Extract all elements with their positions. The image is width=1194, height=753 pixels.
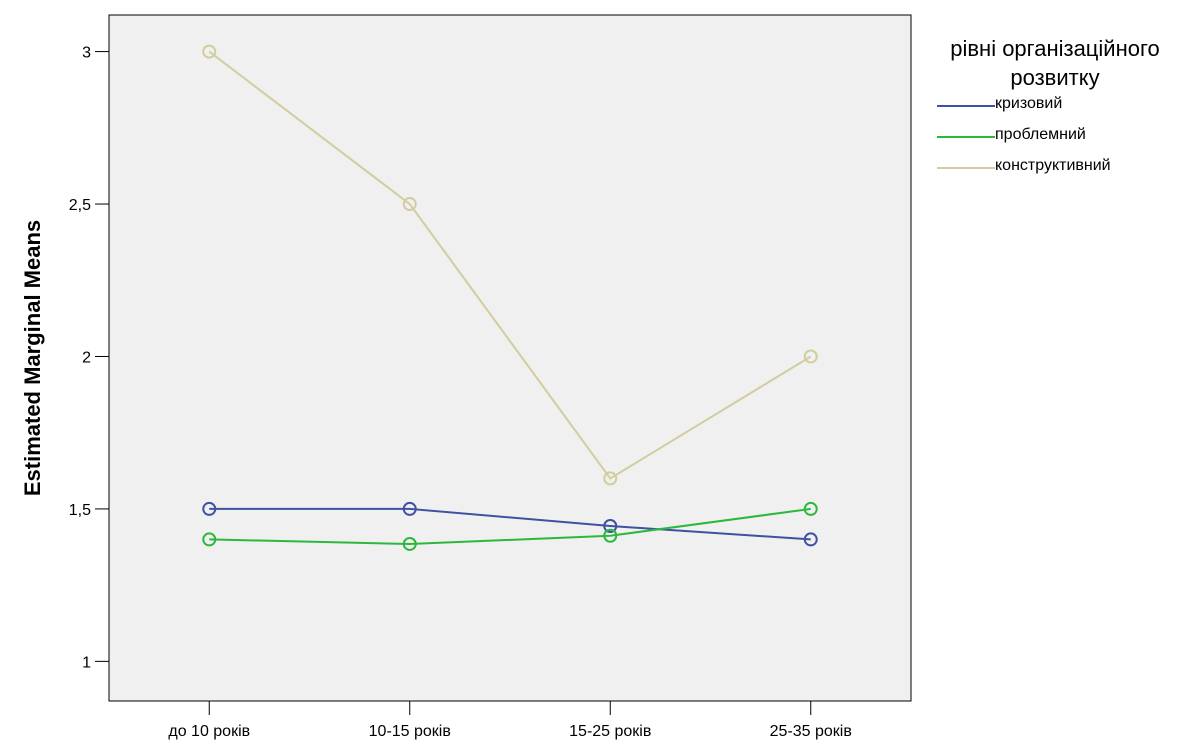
series-layer xyxy=(202,44,818,551)
x-axis: до 10 років 10-15 років 15-25 років 25-35 р… xyxy=(168,701,852,740)
series-3 xyxy=(202,44,818,486)
legend-label: кризовий xyxy=(995,95,1063,112)
data-point xyxy=(603,518,618,533)
legend: рівні організаційного розвитку кризовий п… xyxy=(920,34,1190,185)
data-point xyxy=(402,536,417,551)
data-point xyxy=(402,501,417,516)
y-axis: 1 1,5 2 2,5 3 xyxy=(69,45,109,671)
legend-item: конструктивний xyxy=(937,154,1190,185)
legend-title: рівні організаційного розвитку xyxy=(950,36,1160,90)
plot-area xyxy=(108,14,912,702)
data-point xyxy=(202,532,217,547)
series-2 xyxy=(202,501,818,551)
x-tick-label: до 10 років xyxy=(168,723,250,740)
legend-label: конструктивний xyxy=(995,157,1111,174)
legend-swatch xyxy=(937,167,995,169)
legend-item: проблемний xyxy=(937,123,1190,154)
legend-swatch xyxy=(937,105,995,107)
data-point xyxy=(803,501,818,516)
series-1 xyxy=(202,501,818,547)
x-tick-label: 10-15 років xyxy=(369,723,451,740)
legend-label: проблемний xyxy=(995,126,1086,143)
y-tick-label: 3 xyxy=(82,45,91,62)
data-point xyxy=(202,44,217,59)
data-point xyxy=(402,197,417,212)
data-point xyxy=(202,501,217,516)
series-line xyxy=(209,507,811,545)
series-line xyxy=(208,50,812,480)
y-axis-label: Estimated Marginal Means xyxy=(20,220,45,496)
data-point xyxy=(803,532,818,547)
y-tick-label: 2 xyxy=(82,349,91,366)
y-tick-label: 2,5 xyxy=(69,197,91,214)
legend-swatch xyxy=(937,136,995,138)
legend-item: кризовий xyxy=(937,92,1190,123)
data-point xyxy=(603,471,618,486)
x-tick-label: 15-25 років xyxy=(569,723,651,740)
y-tick-label: 1 xyxy=(82,654,91,671)
series-line xyxy=(209,507,811,541)
x-tick-label: 25-35 років xyxy=(770,723,852,740)
data-point xyxy=(603,528,618,543)
legend-items: кризовий проблемний конструктивний xyxy=(920,92,1190,185)
y-tick-label: 1,5 xyxy=(69,502,91,519)
data-point xyxy=(803,349,818,364)
